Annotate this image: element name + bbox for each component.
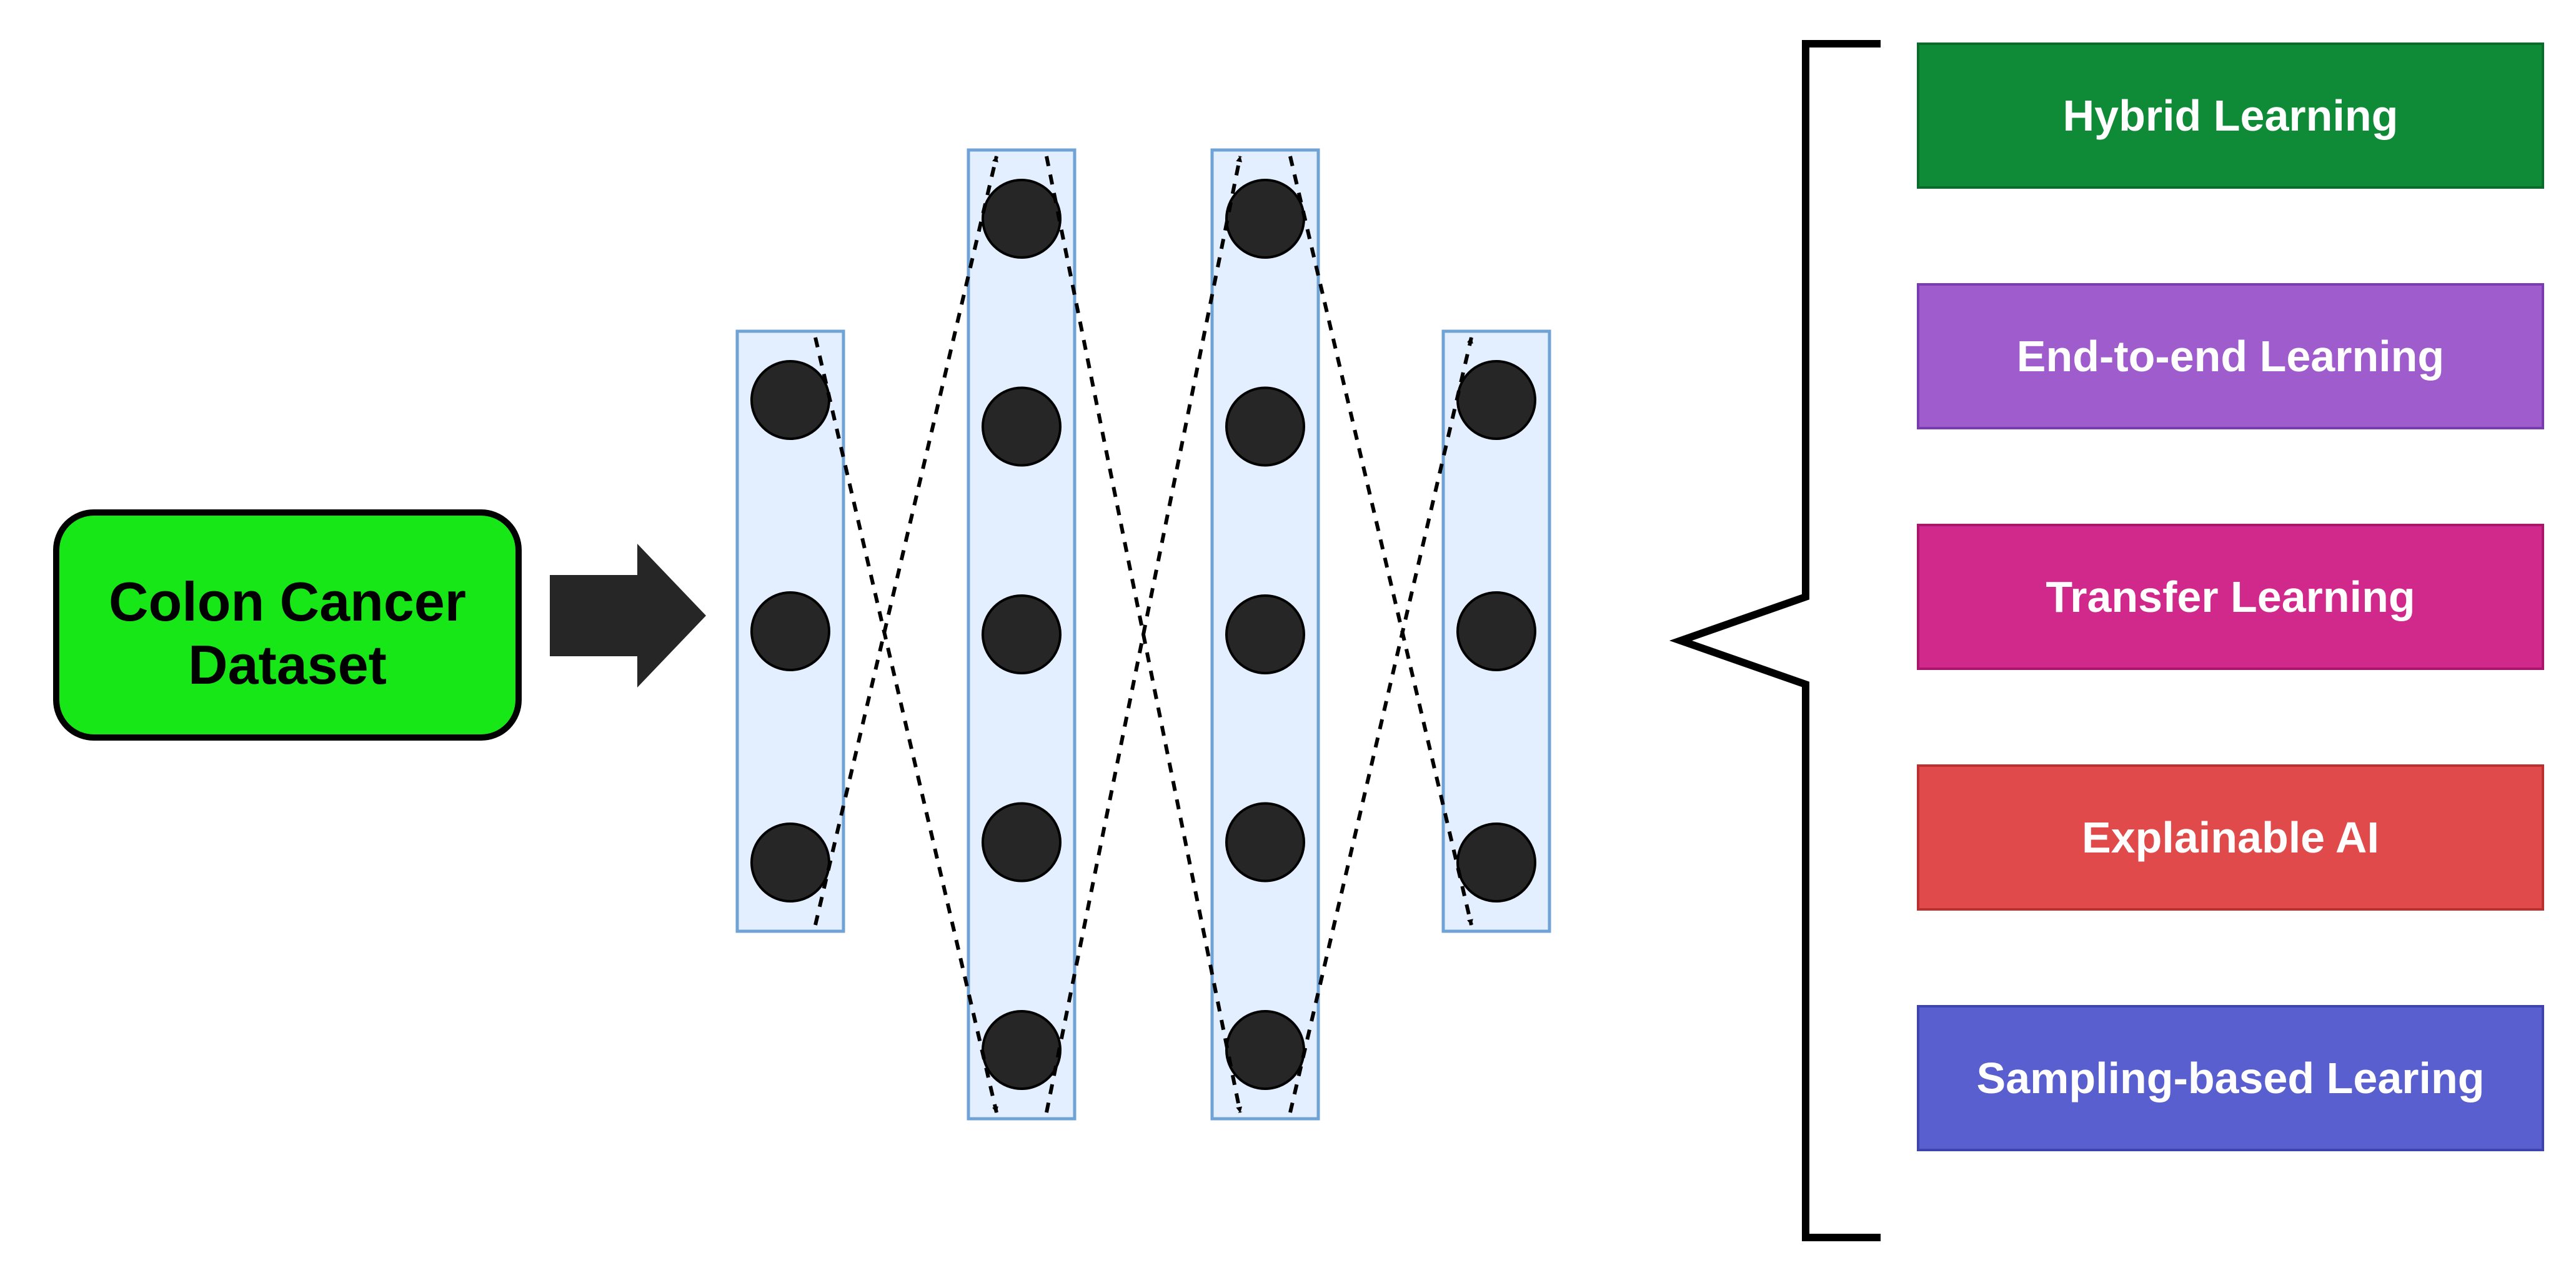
nn-node: [1458, 592, 1535, 670]
output-box: Hybrid Learning: [1918, 44, 2543, 188]
diagram-svg: Colon CancerDataset Hybrid Learning End-to…: [0, 0, 2576, 1285]
nn-layer: [1212, 150, 1318, 1119]
nn-node: [1226, 1011, 1304, 1089]
nn-node: [983, 596, 1060, 673]
nn-node: [1458, 361, 1535, 439]
nn-node: [1226, 388, 1304, 466]
output-box: Transfer Learning: [1918, 525, 2543, 669]
nn-node: [1226, 804, 1304, 881]
nn-node: [1458, 824, 1535, 901]
output-box: End-to-end Learning: [1918, 284, 2543, 428]
nn-node: [983, 388, 1060, 466]
output-box: Explainable AI: [1918, 766, 2543, 909]
nn-layer: [968, 150, 1075, 1119]
nn-layer: [1443, 331, 1549, 931]
nn-node: [983, 1011, 1060, 1089]
nn-node: [752, 361, 829, 439]
diagram-root: Colon CancerDataset Hybrid Learning End-to…: [0, 0, 2576, 1285]
output-box-label: Sampling-based Learing: [1977, 1054, 2485, 1102]
nn-layer: [737, 331, 843, 931]
output-box-label: Hybrid Learning: [2063, 91, 2399, 140]
nn-node: [1226, 180, 1304, 258]
nn-node: [1226, 596, 1304, 673]
nn-node: [752, 592, 829, 670]
output-box-label: Transfer Learning: [2046, 572, 2415, 621]
nn-node: [983, 180, 1060, 258]
nn-node: [983, 804, 1060, 881]
output-box-label: Explainable AI: [2082, 813, 2379, 862]
nn-node: [752, 824, 829, 901]
input-dataset-box: Colon CancerDataset: [56, 512, 519, 738]
output-box-label: End-to-end Learning: [2017, 332, 2444, 381]
output-box: Sampling-based Learing: [1918, 1006, 2543, 1150]
